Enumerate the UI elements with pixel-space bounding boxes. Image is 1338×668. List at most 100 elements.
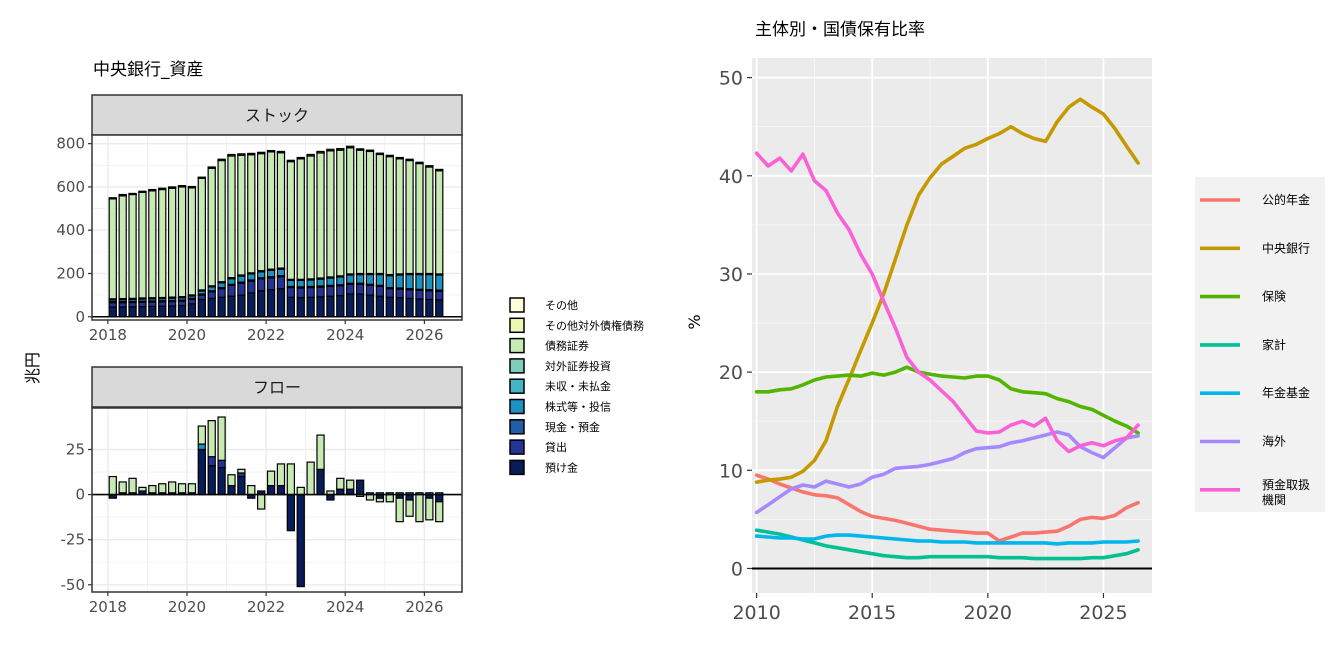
bar-segment	[336, 294, 345, 318]
bar-segment	[237, 294, 246, 318]
bar-segment	[286, 286, 296, 298]
bar-segment	[365, 294, 375, 318]
legend-label: 貸出	[545, 440, 567, 454]
bar-segment	[138, 191, 147, 299]
y-tick-label: 800	[56, 135, 85, 153]
y-tick-label: 40	[719, 166, 743, 188]
bar-segment	[316, 434, 325, 470]
bar-segment	[326, 148, 335, 152]
bar-segment	[385, 493, 394, 503]
bar-segment	[395, 288, 404, 299]
bar-segment	[118, 302, 127, 308]
bar-segment	[128, 306, 137, 318]
bar-segment	[167, 301, 177, 307]
bar-segment	[296, 486, 305, 496]
bar-segment	[276, 150, 286, 154]
series-line	[754, 365, 1140, 435]
panel-border	[91, 134, 463, 321]
y-tick-label: -50	[61, 576, 86, 594]
bar-segment	[266, 151, 276, 270]
legend-label: 家計	[1262, 337, 1286, 352]
bar-segment	[316, 278, 325, 287]
bar-segment	[108, 198, 117, 300]
bar-segment	[197, 176, 206, 179]
x-tick-label: 2018	[89, 598, 127, 616]
line-chart-title: 主体別・国債保有比率	[755, 20, 925, 40]
bar-segment	[365, 149, 375, 152]
bar-segment	[197, 425, 206, 445]
bar-segment	[266, 149, 276, 153]
bar-segment	[326, 493, 335, 501]
bar-segment	[197, 448, 206, 496]
bar-segment	[257, 151, 266, 154]
y-tick-label: 25	[66, 440, 85, 458]
bar-segment	[187, 303, 197, 318]
bar-segment	[385, 296, 394, 318]
bar-segment	[217, 158, 226, 161]
bar-segment	[118, 306, 127, 318]
legend-swatch	[509, 419, 525, 435]
bar-segment	[148, 484, 157, 494]
legend-swatch	[509, 378, 525, 394]
x-tick-label: 2018	[89, 326, 127, 344]
bar-segment	[266, 277, 276, 291]
bar-segment	[217, 296, 226, 318]
bar-segment	[346, 145, 355, 149]
bar-segment	[336, 488, 345, 496]
bar-segment	[355, 148, 365, 151]
flow-panel-strip	[91, 366, 463, 408]
bar-segment	[138, 301, 147, 308]
bar-segment	[336, 285, 345, 297]
bar-segment	[395, 497, 404, 523]
bar-segment	[247, 280, 256, 294]
bar-segment	[405, 289, 414, 299]
x-tick-label: 2010	[732, 602, 780, 624]
legend-label: 海外	[1262, 434, 1286, 449]
bar-segment	[326, 295, 335, 318]
bar-segment	[187, 298, 197, 305]
bar-segment	[128, 477, 137, 494]
bar-segment	[296, 493, 305, 588]
bar-segment	[207, 420, 216, 458]
bar-segment	[286, 159, 296, 162]
bar-segment	[405, 297, 414, 318]
bar-segment	[257, 278, 266, 292]
bar-segment	[296, 156, 305, 160]
bar-segment	[415, 493, 424, 523]
bar-segment	[158, 483, 167, 494]
left-y-axis-label: 兆円	[23, 352, 42, 384]
bar-segment	[167, 481, 177, 494]
stock-panel-title: ストック	[245, 106, 309, 125]
bar-segment	[167, 187, 177, 298]
x-tick-label: 2024	[326, 326, 364, 344]
bar-segment	[207, 465, 216, 496]
line-chart-y-label: %	[685, 314, 704, 329]
bar-segment	[207, 167, 216, 287]
legend-swatch	[509, 358, 525, 374]
bar-segment	[306, 155, 315, 280]
bar-segment	[306, 296, 315, 318]
bar-segment	[395, 274, 404, 289]
bar-segment	[385, 288, 394, 298]
bar-segment	[316, 296, 325, 318]
bar-segment	[415, 298, 424, 318]
bar-segment	[346, 147, 355, 275]
y-tick-label: 20	[719, 362, 743, 384]
bar-segment	[207, 291, 216, 299]
bar-segment	[375, 152, 385, 155]
legend-label: 株式等・投信	[545, 400, 611, 414]
bar-segment	[148, 305, 157, 318]
bar-segment	[405, 493, 414, 501]
bar-segment	[108, 475, 117, 496]
flow-bar-plot: -50 -25 0 25 2018 2020 2022 2024 2026	[61, 407, 463, 616]
bar-segment	[158, 187, 167, 190]
bar-segment	[296, 297, 305, 318]
x-tick-label: 2022	[247, 598, 285, 616]
bar-segment	[227, 284, 236, 297]
legend-label: 未収・未払金	[545, 379, 611, 393]
legend-swatch	[509, 297, 525, 313]
legend-label-line: 預金取扱	[1262, 477, 1310, 492]
bar-segment	[435, 493, 444, 503]
bar-segment	[415, 273, 424, 290]
